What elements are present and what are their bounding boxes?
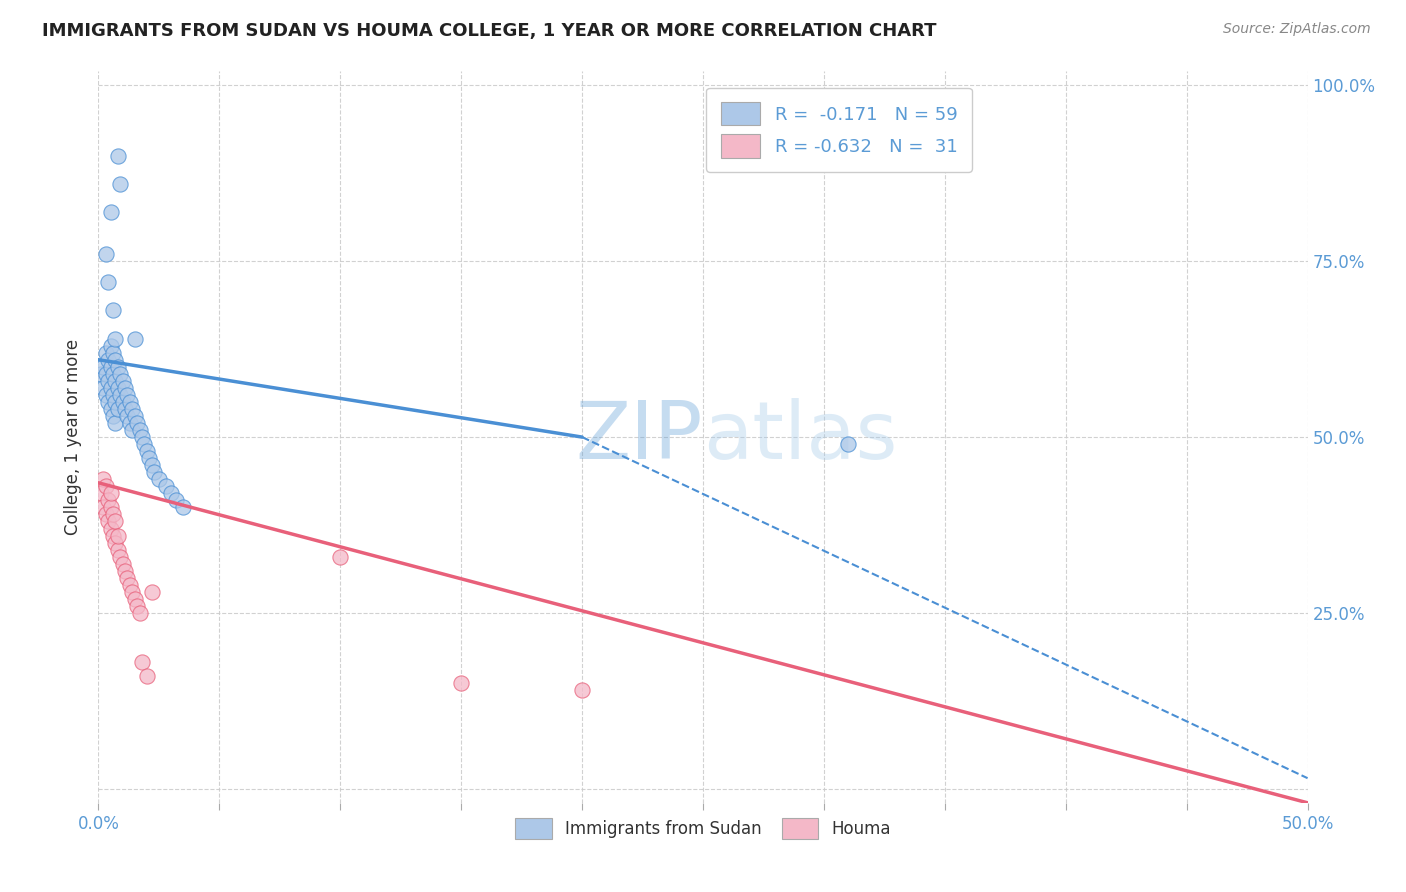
Point [118, 578, 141, 592]
Point [143, 465, 166, 479]
Point [837, 437, 859, 451]
Point [128, 423, 150, 437]
Point [107, 149, 129, 163]
Point [104, 374, 127, 388]
Point [107, 542, 129, 557]
Point [100, 381, 122, 395]
Point [100, 359, 122, 374]
Point [111, 395, 134, 409]
Point [118, 395, 141, 409]
Point [127, 599, 149, 613]
Point [135, 444, 157, 458]
Point [108, 367, 131, 381]
Point [121, 401, 143, 416]
Point [450, 676, 472, 690]
Point [124, 332, 146, 346]
Point [91, 359, 114, 374]
Point [100, 339, 122, 353]
Point [117, 409, 139, 423]
Text: ZIP: ZIP [575, 398, 703, 476]
Point [114, 564, 136, 578]
Point [148, 472, 170, 486]
Point [94, 508, 117, 522]
Text: IMMIGRANTS FROM SUDAN VS HOUMA COLLEGE, 1 YEAR OR MORE CORRELATION CHART: IMMIGRANTS FROM SUDAN VS HOUMA COLLEGE, … [42, 22, 936, 40]
Point [160, 486, 183, 500]
Point [101, 508, 124, 522]
Point [107, 528, 129, 542]
Point [124, 591, 146, 606]
Point [104, 395, 127, 409]
Point [111, 557, 134, 571]
Point [101, 528, 124, 542]
Point [91, 500, 114, 515]
Point [108, 388, 131, 402]
Point [127, 416, 149, 430]
Point [121, 423, 143, 437]
Point [135, 669, 157, 683]
Point [104, 332, 127, 346]
Y-axis label: College, 1 year or more: College, 1 year or more [65, 339, 83, 535]
Point [108, 177, 131, 191]
Point [100, 521, 122, 535]
Point [111, 374, 134, 388]
Point [100, 205, 122, 219]
Point [131, 430, 153, 444]
Point [117, 571, 139, 585]
Point [97, 515, 120, 529]
Point [165, 493, 187, 508]
Point [94, 479, 117, 493]
Point [134, 437, 156, 451]
Point [97, 352, 120, 367]
Point [121, 584, 143, 599]
Point [172, 500, 194, 515]
Point [90, 486, 112, 500]
Point [101, 388, 124, 402]
Point [104, 535, 127, 549]
Point [94, 345, 117, 359]
Point [141, 458, 163, 473]
Point [101, 367, 124, 381]
Point [114, 381, 136, 395]
Point [97, 276, 120, 290]
Point [118, 416, 141, 430]
Point [114, 401, 136, 416]
Point [107, 359, 129, 374]
Point [141, 584, 163, 599]
Point [155, 479, 177, 493]
Point [94, 367, 117, 381]
Point [124, 409, 146, 423]
Point [101, 409, 124, 423]
Point [94, 388, 117, 402]
Point [100, 401, 122, 416]
Point [94, 247, 117, 261]
Point [90, 367, 112, 381]
Point [128, 606, 150, 620]
Point [107, 381, 129, 395]
Point [104, 416, 127, 430]
Point [91, 381, 114, 395]
Point [97, 493, 120, 508]
Point [131, 655, 153, 669]
Point [101, 345, 124, 359]
Point [104, 515, 127, 529]
Point [91, 472, 114, 486]
Point [117, 388, 139, 402]
Point [104, 352, 127, 367]
Point [97, 395, 120, 409]
Text: Source: ZipAtlas.com: Source: ZipAtlas.com [1223, 22, 1371, 37]
Point [329, 549, 352, 564]
Point [100, 486, 122, 500]
Point [101, 303, 124, 318]
Point [97, 374, 120, 388]
Text: atlas: atlas [703, 398, 897, 476]
Legend: Immigrants from Sudan, Houma: Immigrants from Sudan, Houma [509, 811, 897, 846]
Point [107, 401, 129, 416]
Point [571, 683, 593, 698]
Point [100, 500, 122, 515]
Point [108, 549, 131, 564]
Point [138, 451, 160, 466]
